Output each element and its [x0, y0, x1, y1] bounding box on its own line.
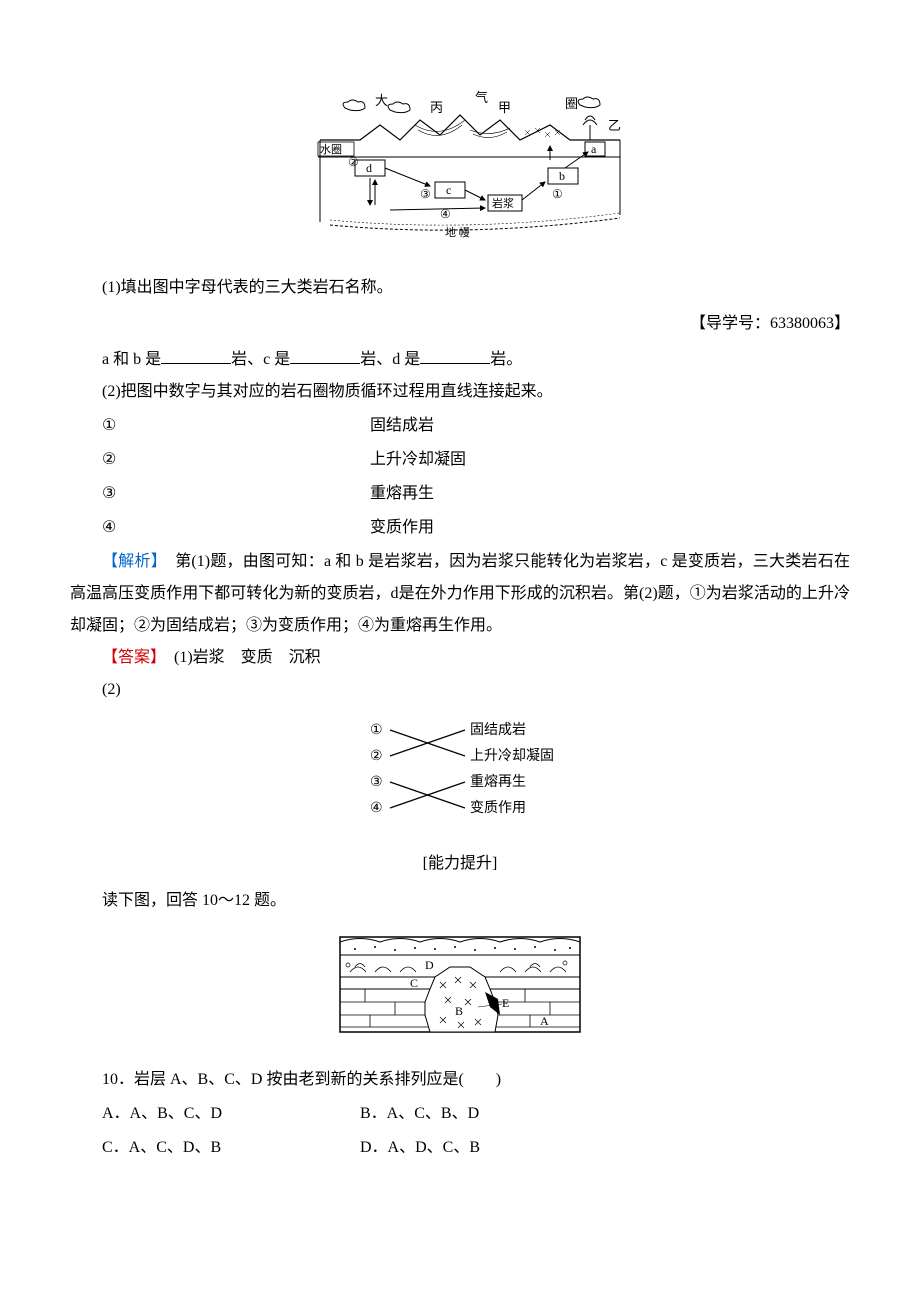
- label-bing: 丙: [430, 100, 443, 115]
- match-left-2: ②: [70, 444, 370, 476]
- num-2: ②: [348, 155, 359, 169]
- q10-text: 10．岩层 A、B、C、D 按由老到新的关系排列应是( ): [70, 1064, 850, 1096]
- match-left-3: ③: [70, 478, 370, 510]
- box-magma: 岩浆: [492, 196, 514, 210]
- q2-text: (2)把图中数字与其对应的岩石圈物质循环过程用直线连接起来。: [70, 376, 850, 408]
- md-r0: 固结成岩: [470, 722, 526, 738]
- num-4: ④: [440, 207, 451, 221]
- geo-c: C: [410, 976, 418, 990]
- q10-opt-c[interactable]: C．A、C、D、B: [70, 1132, 360, 1164]
- q10-options-row1: A．A、B、C、D B．A、C、B、D: [70, 1098, 850, 1130]
- answer-line1: 【答案】 (1)岩浆 变质 沉积: [70, 642, 850, 674]
- box-a: a: [591, 142, 597, 156]
- md-r3: 变质作用: [470, 800, 526, 816]
- geo-a: A: [540, 1014, 549, 1028]
- q10-opt-d[interactable]: D．A、D、C、B: [360, 1132, 850, 1164]
- label-mantle: 地 幔: [445, 226, 470, 239]
- q1-fill-line: a 和 b 是 岩、c 是 岩、d 是 岩。: [70, 344, 850, 376]
- fill-mid1: 岩、c 是: [231, 351, 290, 368]
- match-row-3: ③ 重熔再生: [70, 478, 850, 510]
- num-1: ①: [552, 187, 563, 201]
- num-3: ③: [420, 187, 431, 201]
- q10-options-row2: C．A、C、D、B D．A、D、C、B: [70, 1132, 850, 1164]
- blank-1[interactable]: [161, 348, 231, 364]
- q10-opt-a[interactable]: A．A、B、C、D: [70, 1098, 360, 1130]
- fill-suffix: 岩。: [490, 351, 522, 368]
- box-c: c: [446, 183, 451, 197]
- label-quan: 圈: [565, 96, 578, 111]
- rock-cycle-svg: 大 丙 气 甲 圈 乙: [290, 90, 630, 240]
- md-l1: ②: [370, 749, 383, 764]
- geo-e: E: [502, 996, 509, 1010]
- match-row-2: ② 上升冷却凝固: [70, 444, 850, 476]
- matching-diagram: ① ② ③ ④ 固结成岩 上升冷却凝固 重熔再生 变质作用: [70, 716, 850, 838]
- geology-diagram: D C A B E: [70, 927, 850, 1049]
- md-l3: ④: [370, 801, 383, 816]
- match-right-3: 重熔再生: [370, 478, 850, 510]
- analysis-label: 【解析】: [102, 553, 159, 570]
- geology-svg: D C A B E: [330, 927, 590, 1037]
- blank-2[interactable]: [290, 348, 360, 364]
- q-intro: 读下图，回答 10～12 题。: [70, 885, 850, 917]
- label-water: 水圈: [320, 143, 342, 156]
- match-right-4: 变质作用: [370, 512, 850, 544]
- q1-text: (1)填出图中字母代表的三大类岩石名称。: [70, 272, 850, 304]
- match-row-1: ① 固结成岩: [70, 410, 850, 442]
- rock-cycle-diagram: 大 丙 气 甲 圈 乙: [70, 90, 850, 252]
- answer-line2: (2): [70, 674, 850, 706]
- label-da: 大: [375, 93, 388, 108]
- q10-opt-b[interactable]: B．A、C、B、D: [360, 1098, 850, 1130]
- matching-svg: ① ② ③ ④ 固结成岩 上升冷却凝固 重熔再生 变质作用: [350, 716, 570, 826]
- label-qi: 气: [475, 90, 488, 105]
- box-d: d: [366, 161, 372, 175]
- md-l0: ①: [370, 723, 383, 738]
- match-right-1: 固结成岩: [370, 410, 850, 442]
- blank-3[interactable]: [420, 348, 490, 364]
- answer-label: 【答案】: [102, 649, 158, 666]
- guide-number: 【导学号：63380063】: [70, 308, 850, 340]
- label-yi: 乙: [608, 118, 621, 133]
- match-left-1: ①: [70, 410, 370, 442]
- geo-d: D: [425, 958, 434, 972]
- match-left-4: ④: [70, 512, 370, 544]
- section-header: [能力提升]: [70, 848, 850, 880]
- box-b: b: [559, 169, 565, 183]
- md-r1: 上升冷却凝固: [470, 748, 554, 764]
- md-r2: 重熔再生: [470, 774, 526, 790]
- match-row-4: ④ 变质作用: [70, 512, 850, 544]
- fill-mid2: 岩、d 是: [360, 351, 420, 368]
- match-right-2: 上升冷却凝固: [370, 444, 850, 476]
- geo-b: B: [455, 1004, 463, 1018]
- md-l2: ③: [370, 775, 383, 790]
- analysis-para: 【解析】 第(1)题，由图可知：a 和 b 是岩浆岩，因为岩浆只能转化为岩浆岩，…: [70, 546, 850, 642]
- fill-prefix: a 和 b 是: [102, 351, 161, 368]
- analysis-text: 第(1)题，由图可知：a 和 b 是岩浆岩，因为岩浆只能转化为岩浆岩，c 是变质…: [70, 553, 850, 634]
- label-jia: 甲: [498, 100, 511, 115]
- answer-text1: (1)岩浆 变质 沉积: [158, 649, 321, 666]
